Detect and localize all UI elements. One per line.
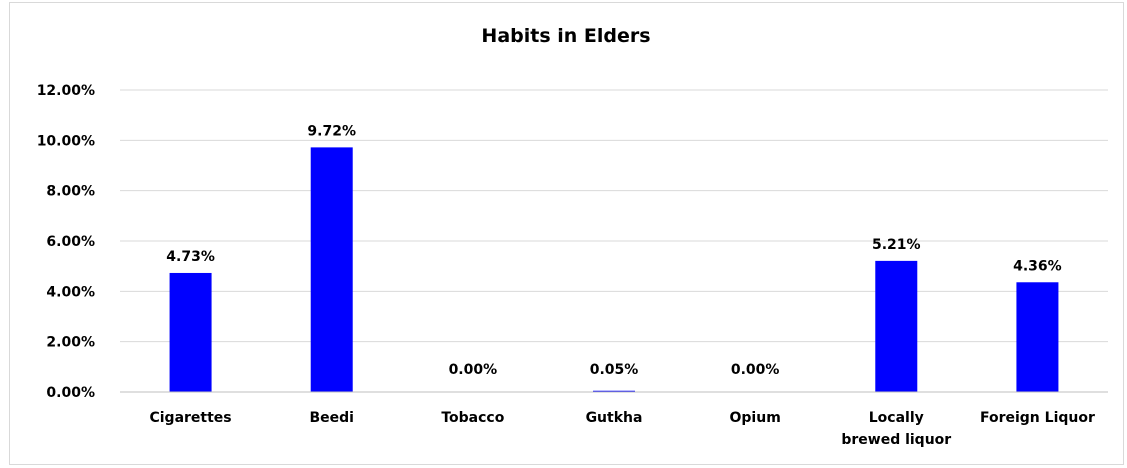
gridlines	[120, 89, 1108, 343]
data-label: 4.36%	[1013, 258, 1062, 274]
x-tick-label: Beedi	[309, 410, 353, 426]
bar	[169, 272, 212, 392]
y-tick-label: 6.00%	[46, 234, 95, 250]
y-tick-label: 4.00%	[46, 284, 95, 300]
data-label: 9.72%	[307, 123, 356, 139]
y-tick-label: 8.00%	[46, 184, 95, 200]
bars	[169, 147, 1059, 392]
x-tick-label-line: Foreign Liquor	[980, 410, 1095, 426]
x-axis: Cigarettes Beedi Tobacco Gutkha Opium Locally…	[120, 391, 1108, 448]
x-tick-label: Gutkha	[586, 410, 643, 426]
x-tick-label-line: Beedi	[309, 410, 353, 426]
y-tick-label: 2.00%	[46, 335, 95, 351]
bar	[1016, 282, 1059, 392]
bar	[310, 147, 353, 392]
bar	[875, 260, 918, 392]
y-tick-label: 0.00%	[46, 385, 95, 401]
x-tick-label: Foreign Liquor	[980, 410, 1095, 426]
x-tick-label: Opium	[730, 410, 781, 426]
x-tick-label-line: Cigarettes	[149, 410, 231, 426]
y-tick-label: 10.00%	[37, 133, 95, 149]
y-axis: 0.00% 2.00% 4.00% 6.00% 8.00% 10.00% 12.00%	[37, 83, 95, 401]
data-label: 0.05%	[590, 362, 639, 378]
x-tick-label: Cigarettes	[149, 410, 231, 426]
x-tick-label-line: Tobacco	[441, 410, 504, 426]
data-label: 0.00%	[731, 362, 780, 378]
data-label: 0.00%	[449, 362, 498, 378]
bar	[593, 390, 635, 392]
x-tick-label: Tobacco	[441, 410, 504, 426]
x-tick-label-line: Gutkha	[586, 410, 643, 426]
y-tick-label: 12.00%	[37, 83, 95, 99]
data-label: 4.73%	[166, 249, 215, 265]
x-tick-label-line: brewed liquor	[841, 432, 951, 448]
x-tick-label-line: Locally	[869, 410, 924, 426]
chart-title: Habits in Elders	[481, 25, 650, 47]
data-labels: 4.73% 9.72% 0.00% 0.05% 0.00% 5.21% 4.36%	[166, 123, 1061, 378]
x-tick-label-line: Opium	[730, 410, 781, 426]
x-tick-label: Locally brewed liquor	[841, 410, 951, 448]
data-label: 5.21%	[872, 237, 921, 253]
